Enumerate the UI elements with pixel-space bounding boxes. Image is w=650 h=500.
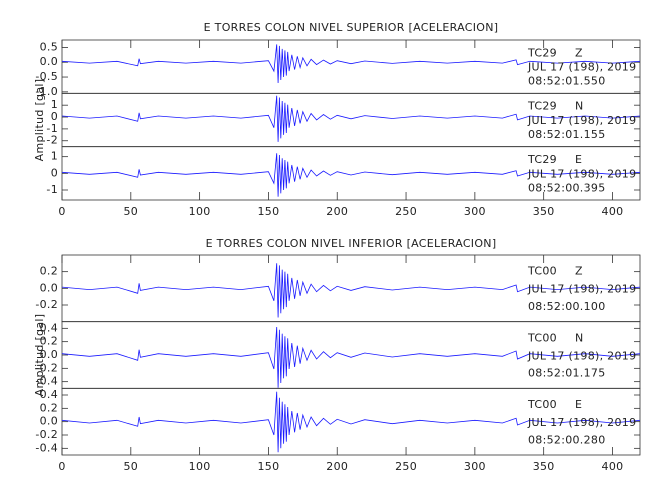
x-tick-label: 400: [602, 460, 624, 473]
station: TC29: [527, 153, 557, 166]
y-tick-label: 1: [51, 150, 58, 163]
chart-title: E TORRES COLON NIVEL SUPERIOR [ACELERACI…: [204, 21, 499, 34]
y-tick-label: 0.2: [40, 335, 58, 348]
y-tick-label: 0.5: [40, 40, 58, 53]
y-tick-label: -0.4: [35, 441, 58, 454]
x-tick-label: 200: [326, 205, 348, 218]
y-tick-label: 0.0: [40, 348, 58, 361]
component: Z: [575, 46, 583, 59]
station-component: TC00 E: [527, 398, 582, 411]
x-tick-label: 400: [602, 205, 624, 218]
trace-time: 08:52:01.155: [528, 128, 606, 141]
x-tick-label: 50: [124, 460, 139, 473]
x-tick-label: 300: [464, 205, 486, 218]
y-tick-label: -0.2: [35, 428, 58, 441]
y-tick-label: -1: [46, 122, 58, 135]
waveform: [61, 326, 641, 388]
component: Z: [575, 265, 583, 278]
x-tick-label: 250: [395, 460, 417, 473]
x-tick-label: 50: [124, 205, 139, 218]
station-component: TC29 E: [527, 153, 582, 166]
trace-time: 08:52:00.100: [528, 300, 606, 313]
y-tick-label: 0.0: [40, 55, 58, 68]
station: TC00: [527, 398, 557, 411]
y-tick-label: 0: [51, 166, 58, 179]
y-tick-label: 0.4: [40, 388, 58, 401]
station-component: TC29 Z: [527, 46, 583, 59]
x-tick-label: 300: [464, 460, 486, 473]
station: TC29: [527, 100, 557, 113]
station: TC29: [527, 46, 557, 59]
station-component: TC29 N: [527, 100, 583, 113]
trace-date: JUL 17 (198), 2019: [527, 349, 636, 362]
y-tick-label: 0.0: [40, 281, 58, 294]
x-tick-label: 200: [326, 460, 348, 473]
x-tick-label: 0: [58, 205, 65, 218]
x-tick-label: 250: [395, 205, 417, 218]
trace-time: 08:52:01.550: [528, 75, 606, 88]
chart-title: E TORRES COLON NIVEL INFERIOR [ACELERACI…: [206, 237, 497, 250]
trace-date: JUL 17 (198), 2019: [527, 167, 636, 180]
trace-date: JUL 17 (198), 2019: [527, 61, 636, 74]
y-tick-label: 0.2: [40, 265, 58, 278]
waveform: [61, 44, 641, 84]
waveform: [61, 95, 641, 142]
x-tick-label: 350: [533, 460, 555, 473]
x-tick-label: 100: [189, 205, 211, 218]
component: E: [575, 153, 582, 166]
x-tick-label: 0: [58, 460, 65, 473]
trace-date: JUL 17 (198), 2019: [527, 283, 636, 296]
y-tick-label: 0.2: [40, 401, 58, 414]
y-tick-label: -0.2: [35, 361, 58, 374]
y-tick-label: -1: [46, 183, 58, 196]
component: N: [575, 331, 584, 344]
y-axis-label: Amplitud [gal]: [33, 79, 46, 162]
y-tick-label: 1: [51, 98, 58, 111]
y-tick-label: -1.0: [35, 85, 58, 98]
y-tick-label: 0: [51, 110, 58, 123]
component: N: [575, 100, 584, 113]
station: TC00: [527, 265, 557, 278]
station-component: TC00 Z: [527, 265, 583, 278]
y-tick-label: 0.0: [40, 415, 58, 428]
y-tick-label: 0.4: [40, 321, 58, 334]
waveform: [61, 391, 641, 453]
component: E: [575, 398, 582, 411]
waveform: [61, 153, 641, 197]
y-tick-label: -2: [46, 134, 58, 147]
y-tick-label: -0.4: [35, 375, 58, 388]
y-axis-label: Amplitud [gal]: [33, 314, 46, 397]
y-tick-label: -0.2: [35, 298, 58, 311]
trace-date: JUL 17 (198), 2019: [527, 114, 636, 127]
x-tick-label: 350: [533, 205, 555, 218]
y-tick-label: -0.5: [35, 70, 58, 83]
trace-time: 08:52:01.175: [528, 367, 606, 380]
station: TC00: [527, 331, 557, 344]
trace-date: JUL 17 (198), 2019: [527, 416, 636, 429]
trace-time: 08:52:00.395: [528, 181, 606, 194]
x-tick-label: 100: [189, 460, 211, 473]
x-tick-label: 150: [257, 460, 279, 473]
waveform: [61, 263, 641, 318]
trace-time: 08:52:00.280: [528, 433, 606, 446]
x-tick-label: 150: [257, 205, 279, 218]
station-component: TC00 N: [527, 331, 583, 344]
